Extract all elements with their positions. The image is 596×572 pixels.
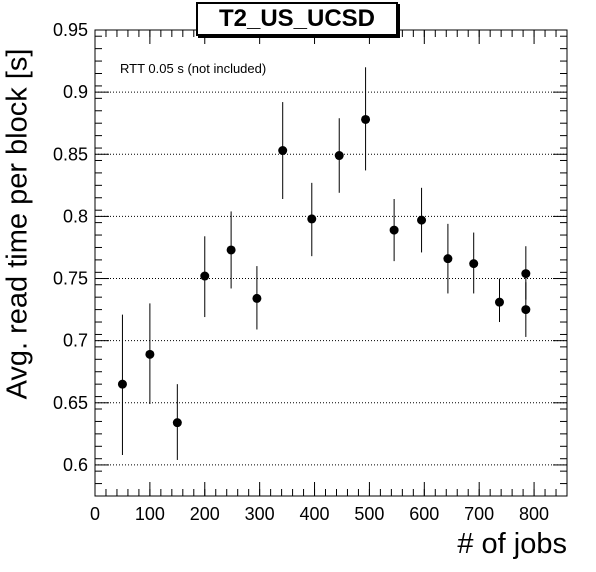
data-marker xyxy=(361,114,371,124)
x-tick-label: 200 xyxy=(190,504,220,524)
data-point xyxy=(145,303,155,405)
data-marker xyxy=(417,215,427,225)
data-point xyxy=(200,236,210,318)
data-marker xyxy=(145,349,155,359)
data-point xyxy=(252,266,262,330)
data-point xyxy=(389,199,399,262)
x-tick-label: 500 xyxy=(354,504,384,524)
x-tick-label: 0 xyxy=(90,504,100,524)
data-point xyxy=(469,232,479,294)
x-tick-label: 600 xyxy=(409,504,439,524)
data-marker xyxy=(334,151,344,161)
data-marker xyxy=(200,271,210,281)
x-tick-label: 700 xyxy=(464,504,494,524)
data-points xyxy=(117,67,531,460)
data-point xyxy=(226,211,236,289)
y-tick-label: 0.9 xyxy=(63,82,88,102)
data-marker xyxy=(252,293,262,303)
data-point xyxy=(334,118,344,193)
data-marker xyxy=(443,254,453,264)
data-point xyxy=(494,278,504,323)
data-marker xyxy=(521,269,531,279)
axes: 0.6 0.65 0.7 0.75 0.8 0.85 0.9 0.95 0 100 200 300 40… xyxy=(53,20,568,524)
y-tick-label: 0.6 xyxy=(63,455,88,475)
chart-title: T2_US_UCSD xyxy=(196,2,398,36)
data-point xyxy=(361,67,371,171)
data-marker xyxy=(172,418,182,428)
y-axis-label: Avg. read time per block [s] xyxy=(1,48,34,400)
data-point xyxy=(443,223,453,294)
data-point xyxy=(307,182,317,257)
data-marker xyxy=(117,379,127,389)
x-tick-label: 800 xyxy=(519,504,549,524)
data-point xyxy=(417,187,427,253)
y-tick-label: 0.7 xyxy=(63,331,88,351)
x-tick-label: 100 xyxy=(135,504,165,524)
data-point xyxy=(172,384,182,460)
data-point xyxy=(117,314,127,455)
plot-frame xyxy=(94,29,568,497)
y-tick-label: 0.75 xyxy=(53,269,88,289)
data-marker xyxy=(389,225,399,235)
x-tick-label: 400 xyxy=(300,504,330,524)
data-point xyxy=(521,282,531,337)
y-tick-label: 0.8 xyxy=(63,206,88,226)
data-marker xyxy=(521,305,531,315)
data-marker xyxy=(226,245,236,255)
data-marker xyxy=(307,214,317,224)
data-point xyxy=(278,102,288,200)
x-tick-label: 300 xyxy=(245,504,275,524)
data-marker xyxy=(494,297,504,307)
grid-lines xyxy=(95,29,567,466)
rtt-annotation: RTT 0.05 s (not included) xyxy=(120,61,267,76)
x-axis-label: # of jobs xyxy=(457,528,567,560)
y-tick-label: 0.95 xyxy=(53,20,88,40)
data-marker xyxy=(469,259,479,269)
data-marker xyxy=(278,146,288,156)
y-tick-label: 0.65 xyxy=(53,393,88,413)
y-tick-label: 0.85 xyxy=(53,144,88,164)
